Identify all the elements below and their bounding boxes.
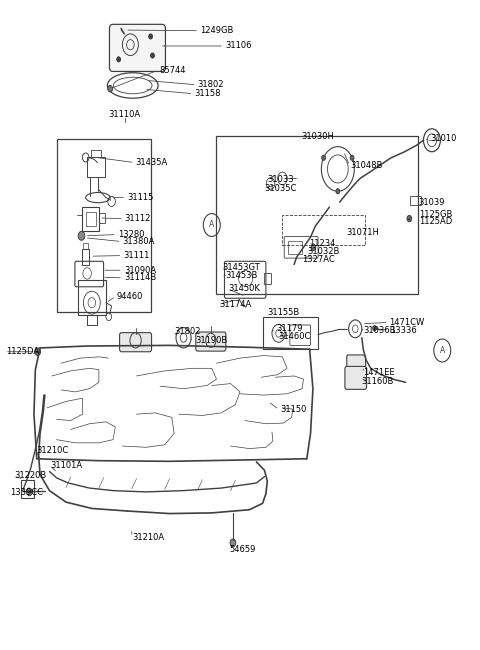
Bar [83,244,87,248]
Text: 13280: 13280 [118,230,144,239]
Circle shape [149,34,153,39]
Bar [99,213,105,223]
Text: 31030H: 31030H [301,132,334,141]
Text: 85744: 85744 [159,66,186,75]
Text: 11234: 11234 [309,239,336,248]
Text: 31101A: 31101A [50,461,83,470]
FancyBboxPatch shape [196,332,226,351]
Text: 31453GT: 31453GT [222,263,260,272]
Text: 1471CW: 1471CW [390,318,425,327]
Text: 31150: 31150 [280,405,306,414]
Circle shape [108,86,112,92]
Circle shape [407,215,412,222]
Text: 31114B: 31114B [124,274,156,282]
FancyBboxPatch shape [120,333,152,352]
Text: 31155B: 31155B [267,308,300,317]
Text: 1125AD: 1125AD [419,217,452,226]
Text: 31115: 31115 [127,193,154,202]
Text: 31160B: 31160B [361,376,394,385]
FancyBboxPatch shape [347,355,366,373]
Text: 31220B: 31220B [14,471,47,480]
Text: 94460: 94460 [117,292,143,301]
Circle shape [230,539,236,547]
FancyBboxPatch shape [345,367,367,389]
Bar [91,150,101,157]
Text: 31210C: 31210C [37,446,69,455]
Bar [282,214,365,245]
Bar [216,136,418,294]
Text: 31110A: 31110A [108,111,141,120]
Circle shape [322,155,325,161]
Bar [82,248,89,265]
Text: 31010: 31010 [431,134,457,143]
FancyBboxPatch shape [109,24,166,72]
Circle shape [151,53,155,58]
Text: 31179: 31179 [276,324,303,333]
Bar [78,280,106,315]
Text: 1125GB: 1125GB [419,211,452,219]
Text: 31450K: 31450K [228,284,260,293]
Text: 31460C: 31460C [278,332,311,341]
Circle shape [35,348,40,356]
Text: 31158: 31158 [194,89,221,98]
Text: 31033: 31033 [267,176,294,184]
Text: 31380A: 31380A [122,237,155,246]
Text: 1327AC: 1327AC [302,255,336,264]
Text: 31048B: 31048B [350,161,383,170]
Text: A: A [440,346,445,355]
Bar [263,317,318,349]
Bar [288,241,301,254]
Circle shape [117,57,120,62]
Bar [83,207,99,231]
Circle shape [78,231,85,240]
Text: 31190B: 31190B [195,336,228,344]
Circle shape [350,155,354,161]
Circle shape [26,488,32,496]
Text: 1339CC: 1339CC [11,488,44,497]
Text: 31453B: 31453B [225,271,257,280]
Text: 31174A: 31174A [219,300,251,309]
Circle shape [372,326,376,331]
Text: 1249GB: 1249GB [200,26,233,35]
Text: 31112: 31112 [125,214,151,223]
Text: 31071H: 31071H [346,228,379,237]
Text: 31035C: 31035C [264,183,297,192]
Text: 31039: 31039 [419,198,445,207]
Text: 1125DA: 1125DA [6,347,39,356]
Bar [264,274,271,283]
Text: 1471EE: 1471EE [363,369,395,377]
Text: 31032B: 31032B [307,246,340,255]
Circle shape [311,244,316,250]
Text: 54659: 54659 [229,545,256,554]
Text: 31036B: 31036B [363,326,396,335]
Bar [87,157,105,177]
Circle shape [336,188,340,194]
Text: A: A [209,220,215,229]
Text: 31210A: 31210A [133,532,165,541]
Bar [21,480,35,499]
Bar [410,196,420,205]
Text: 31106: 31106 [225,42,252,51]
Text: 31090A: 31090A [124,266,156,275]
Bar [58,139,151,312]
Text: 31802: 31802 [174,327,201,336]
Text: 31111: 31111 [123,251,150,260]
Text: 31435A: 31435A [135,158,168,167]
Text: 31802: 31802 [198,81,224,89]
Bar [86,212,96,226]
Text: 13336: 13336 [391,326,417,335]
